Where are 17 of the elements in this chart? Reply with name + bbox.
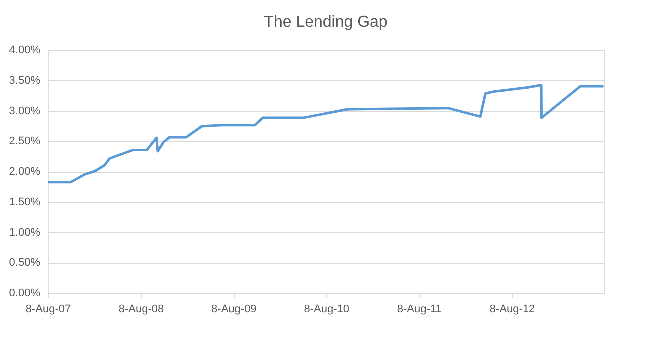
y-tick-label: 0.50% bbox=[9, 257, 41, 270]
x-tick-label: 8-Aug-07 bbox=[26, 304, 72, 316]
y-tick-label: 3.00% bbox=[9, 105, 41, 118]
y-tick-label: 4.00% bbox=[9, 44, 41, 56]
y-tick-label: 3.50% bbox=[9, 74, 41, 87]
x-tick-label: 8-Aug-12 bbox=[490, 304, 536, 316]
x-tick-label: 8-Aug-11 bbox=[397, 304, 442, 316]
y-tick-label: 1.50% bbox=[9, 196, 41, 208]
line-series bbox=[46, 84, 605, 184]
x-tick-label: 8-Aug-09 bbox=[212, 304, 257, 316]
chart-title: The Lending Gap bbox=[264, 14, 388, 31]
y-tick-label: 2.50% bbox=[9, 136, 41, 148]
y-tick-label: 0.00% bbox=[9, 288, 41, 300]
y-tick-label: 1.00% bbox=[9, 226, 41, 239]
x-tick-label: 8-Aug-08 bbox=[118, 304, 164, 316]
y-tick-label: 2.00% bbox=[9, 166, 41, 178]
x-tick-label: 8-Aug-10 bbox=[304, 304, 350, 316]
